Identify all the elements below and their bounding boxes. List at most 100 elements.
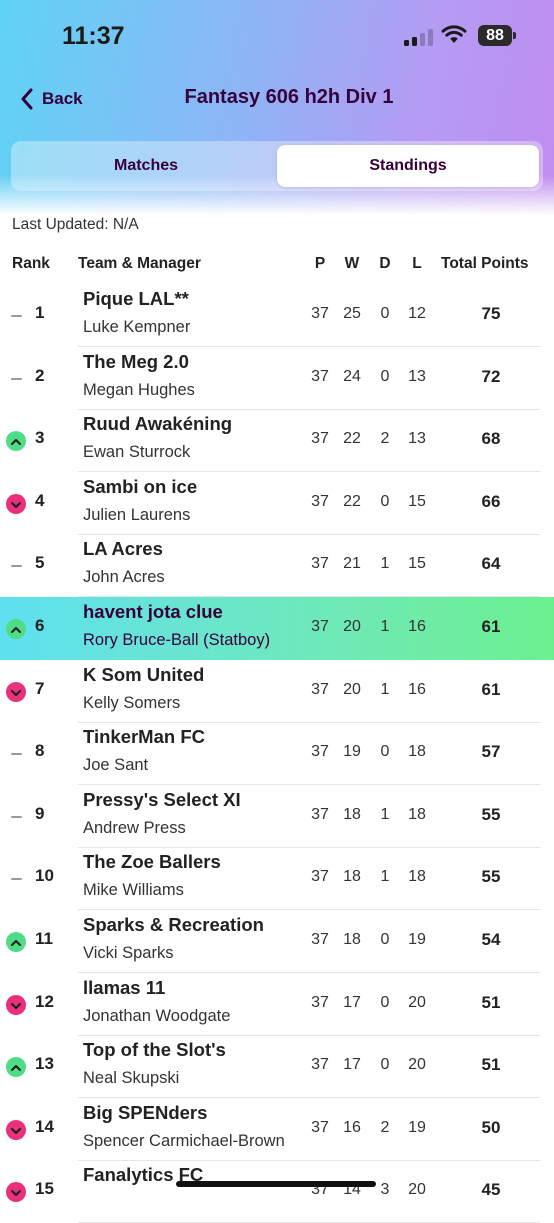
drawn-value: 1 <box>380 868 390 886</box>
back-button[interactable]: Back <box>20 86 83 112</box>
total-points-value: 51 <box>481 992 501 1012</box>
total-points-value: 61 <box>481 679 501 699</box>
lost-value: 19 <box>408 931 426 948</box>
lost-value: 15 <box>408 492 426 510</box>
lost-value: 19 <box>408 1118 426 1136</box>
table-row[interactable]: 7 K Som United Kelly Somers 37 20 1 16 61 <box>0 660 554 723</box>
rank-value: 1 <box>35 303 45 322</box>
table-row[interactable]: 13 Top of the Slot's Neal Skupski 37 17 0 20 51 <box>0 1035 554 1099</box>
table-row[interactable]: 5 LA Acres John Acres 37 21 1 15 64 <box>0 534 554 598</box>
no-change-icon <box>11 377 22 380</box>
played-value: 37 <box>311 868 329 886</box>
table-row[interactable]: 15 Fanalytics FC 37 14 3 20 45 <box>0 1160 554 1223</box>
won-value: 19 <box>343 743 361 761</box>
drawn-value: 1 <box>380 805 390 823</box>
last-updated: Last Updated: N/A <box>12 216 139 233</box>
table-row[interactable]: 4 Sambi on ice Julien Laurens 37 22 0 15 66 <box>0 472 554 535</box>
manager-name: Jonathan Woodgate <box>83 1006 231 1025</box>
table-row[interactable]: 3 Ruud Awakéning Ewan Sturrock 37 22 2 13 68 <box>0 409 554 473</box>
won-value: 21 <box>343 555 361 573</box>
manager-name: Spencer Carmichael-Brown <box>83 1131 285 1150</box>
total-points-value: 51 <box>481 1055 501 1075</box>
manager-name: Mike Williams <box>83 881 184 900</box>
back-label: Back <box>42 89 83 108</box>
drawn-value: 0 <box>380 305 390 322</box>
manager-name: Kelly Somers <box>83 693 181 712</box>
cellular-signal-icon <box>404 28 434 46</box>
manager-name: Ewan Sturrock <box>83 443 191 462</box>
total-points-value: 55 <box>481 867 501 887</box>
rank-down-icon <box>6 1119 26 1140</box>
won-value: 22 <box>343 492 361 510</box>
segmented-control: Matches Standings <box>11 141 543 191</box>
row-divider <box>78 596 540 598</box>
rank-up-icon <box>6 431 26 452</box>
team-name: Pique LAL** <box>83 288 189 309</box>
table-row[interactable]: 10 The Zoe Ballers Mike Williams 37 18 1 18 55 <box>0 847 554 911</box>
lost-value: 13 <box>408 367 426 385</box>
table-row[interactable]: 14 Big SPENders Spencer Carmichael-Brown 37… <box>0 1098 554 1161</box>
played-value: 37 <box>311 805 329 823</box>
table-row[interactable]: 11 Sparks & Recreation Vicki Sparks 37 18 0 19… <box>0 910 554 973</box>
played-value: 37 <box>311 931 329 948</box>
row-divider <box>78 1097 540 1099</box>
lost-value: 20 <box>408 1056 426 1074</box>
rank-value: 12 <box>35 991 54 1011</box>
rank-up-icon <box>6 932 26 952</box>
rank-value: 14 <box>35 1116 54 1136</box>
rank-value: 13 <box>35 1054 54 1074</box>
lost-value: 18 <box>408 743 426 761</box>
won-value: 17 <box>343 993 361 1011</box>
no-change-icon <box>11 315 22 317</box>
row-divider <box>78 846 540 848</box>
played-value: 37 <box>311 1118 329 1136</box>
no-change-icon <box>11 753 22 756</box>
rank-down-icon <box>6 994 26 1015</box>
team-name: The Meg 2.0 <box>83 350 189 372</box>
table-row[interactable]: 8 TinkerMan FC Joe Sant 37 19 0 18 57 <box>0 722 554 786</box>
chevron-left-icon <box>21 88 33 110</box>
rank-value: 3 <box>35 428 45 448</box>
rank-value: 8 <box>35 741 45 761</box>
rank-value: 6 <box>35 616 45 635</box>
tab-standings[interactable]: Standings <box>277 145 539 187</box>
table-row[interactable]: 1 Pique LAL** Luke Kempner 37 25 0 12 75 <box>0 284 554 347</box>
rank-value: 4 <box>35 490 45 510</box>
won-value: 20 <box>343 618 361 635</box>
battery-indicator: 88 <box>478 25 516 46</box>
table-row[interactable]: 12 llamas 11 Jonathan Woodgate 37 17 0 20 51 <box>0 973 554 1036</box>
no-change-icon <box>11 815 22 818</box>
status-time: 11:37 <box>62 22 125 50</box>
played-value: 37 <box>311 1056 329 1074</box>
team-name: Pressy's Select XI <box>83 788 241 810</box>
col-header-drawn: D <box>379 255 391 272</box>
drawn-value: 0 <box>380 743 390 761</box>
total-points-value: 66 <box>481 491 501 511</box>
rank-value: 15 <box>35 1179 54 1199</box>
rank-value: 5 <box>35 553 45 573</box>
drawn-value: 1 <box>380 680 390 698</box>
col-header-rank: Rank <box>12 255 50 272</box>
row-divider <box>78 909 540 911</box>
lost-value: 16 <box>408 680 426 698</box>
manager-name: Neal Skupski <box>83 1069 180 1088</box>
won-value: 18 <box>343 805 361 823</box>
table-row[interactable]: 9 Pressy's Select XI Andrew Press 37 18 1 18 55 <box>0 785 554 848</box>
drawn-value: 0 <box>380 367 390 385</box>
team-name: Ruud Awakéning <box>83 413 233 435</box>
rank-up-icon <box>6 1057 26 1078</box>
rank-down-icon <box>6 1182 26 1203</box>
row-divider <box>78 346 540 347</box>
manager-name: Joe Sant <box>83 756 149 775</box>
manager-name: Julien Laurens <box>83 505 191 524</box>
team-name: LA Acres <box>83 538 163 560</box>
table-row[interactable]: 6 havent jota clue Rory Bruce-Ball (Statbo… <box>0 597 554 660</box>
tab-matches[interactable]: Matches <box>113 157 179 174</box>
won-value: 18 <box>343 931 361 948</box>
lost-value: 20 <box>408 993 426 1011</box>
rank-value: 2 <box>35 365 45 385</box>
played-value: 37 <box>311 305 329 322</box>
drawn-value: 0 <box>380 931 390 948</box>
lost-value: 12 <box>408 305 426 322</box>
table-row[interactable]: 2 The Meg 2.0 Megan Hughes 37 24 0 13 72 <box>0 347 554 410</box>
